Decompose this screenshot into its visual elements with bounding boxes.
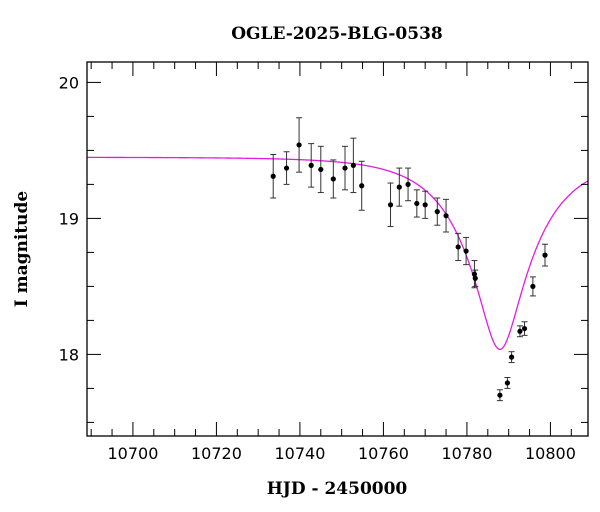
x-tick-label: 10740: [274, 444, 325, 463]
data-point: [396, 184, 402, 190]
y-tick-label: 19: [59, 209, 79, 228]
model-curve-group: [87, 156, 588, 351]
data-point: [508, 354, 515, 360]
x-tick-label: 10760: [358, 444, 409, 463]
data-point: [342, 165, 348, 171]
x-tick-label: 10800: [525, 444, 576, 463]
data-point: [330, 176, 336, 182]
data-point: [434, 209, 440, 215]
data-point: [414, 200, 420, 207]
data-point: [455, 244, 461, 250]
y-tick-label: 20: [59, 73, 79, 92]
data-point: [405, 181, 411, 187]
tick-labels-group: 10700 10720 10740 10760 10780 10800 18 19 20: [59, 73, 576, 463]
model-curve-line: [87, 156, 588, 351]
data-point: [387, 202, 394, 208]
data-point: [318, 166, 324, 173]
x-tick-label: 10720: [191, 444, 242, 463]
x-axis-label: HJD - 2450000: [267, 479, 408, 499]
y-axis-label: I magnitude: [12, 191, 32, 308]
x-tick-label: 10780: [441, 444, 492, 463]
data-point: [283, 165, 290, 171]
chart-title: OGLE-2025-BLG-0538: [231, 24, 443, 44]
data-point: [521, 325, 528, 332]
data-point: [504, 380, 511, 386]
data-point: [530, 283, 536, 289]
plot-frame: [86, 61, 589, 437]
data-point: [471, 271, 478, 277]
data-point: [270, 173, 276, 179]
data-point: [472, 275, 478, 281]
data-point: [463, 248, 469, 254]
data-point: [517, 328, 523, 334]
data-point: [350, 162, 356, 168]
data-point: [542, 252, 548, 258]
data-points-group: [270, 142, 548, 398]
data-point: [497, 392, 503, 398]
data-point: [359, 183, 365, 189]
data-point: [308, 162, 314, 168]
data-point: [443, 213, 449, 219]
data-point: [296, 142, 302, 148]
axis-ticks-group: [87, 62, 588, 436]
y-tick-label: 18: [59, 345, 79, 364]
x-tick-label: 10700: [107, 444, 158, 463]
data-point: [422, 202, 428, 208]
plot-frame-group: [86, 61, 589, 437]
